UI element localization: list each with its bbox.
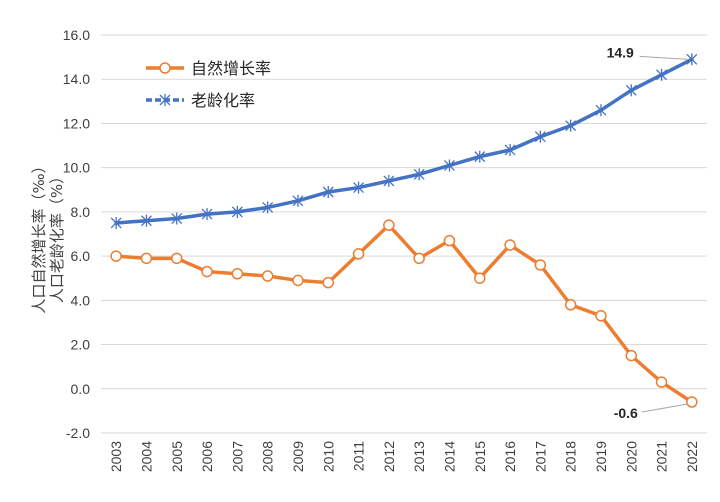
series-layer <box>110 53 698 408</box>
data-label: -0.6 <box>614 405 638 421</box>
x-tick-label: 2010 <box>320 441 336 472</box>
x-tick-label: 2006 <box>199 441 215 472</box>
data-point <box>686 396 698 408</box>
x-tick-label: 2012 <box>381 441 397 472</box>
x-tick-label: 2017 <box>532 441 548 472</box>
legend-label-natural-growth: 自然增长率 <box>191 59 271 78</box>
data-point <box>201 265 213 278</box>
series-line-1 <box>114 57 694 225</box>
y-tick-label: 2.0 <box>71 337 91 353</box>
x-tick-label: 2009 <box>290 441 306 472</box>
x-axis-ticks: 2003 2004 2005 2006 2007 2008 2009 2010 2011 2012… <box>108 441 700 472</box>
data-point <box>110 216 122 229</box>
data-point <box>322 276 334 289</box>
data-point <box>595 104 607 117</box>
data-label: 14.9 <box>607 44 634 60</box>
legend-item-natural-growth: 自然增长率 <box>146 59 271 78</box>
data-point <box>231 205 243 218</box>
data-point <box>383 174 395 187</box>
x-tick-label: 2018 <box>563 441 579 472</box>
y-tick-label: 8.0 <box>71 204 91 220</box>
data-point <box>292 274 304 287</box>
x-tick-label: 2003 <box>108 441 124 472</box>
data-point <box>655 376 668 388</box>
x-tick-label: 2007 <box>229 441 245 472</box>
data-point <box>413 168 425 181</box>
data-point <box>443 234 456 247</box>
data-point <box>504 239 516 251</box>
x-tick-label: 2004 <box>138 441 154 472</box>
data-point <box>140 252 153 265</box>
data-point <box>140 214 152 227</box>
y-tick-label: 14.0 <box>63 71 90 87</box>
legend: 自然增长率 老龄化率 <box>146 59 271 110</box>
y-tick-label: 0.0 <box>71 381 91 397</box>
x-tick-label: 2020 <box>623 441 639 472</box>
data-point <box>534 130 546 143</box>
data-point <box>201 208 213 221</box>
x-tick-label: 2015 <box>472 441 488 472</box>
y-tick-label: 16.0 <box>63 27 90 43</box>
y-axis-title: 人口自然增长率（‰） 人口老龄化率（%） <box>30 158 66 313</box>
data-point <box>686 53 698 66</box>
grid-lines <box>101 34 707 434</box>
y-axis-title-line2: 人口老龄化率（%） <box>48 169 66 303</box>
data-point <box>504 143 516 156</box>
x-tick-label: 2011 <box>351 441 367 471</box>
data-point <box>262 201 274 214</box>
annotation-leader <box>639 55 688 60</box>
y-axis-ticks: -2.0 0.0 2.0 4.0 6.0 8.0 10.0 12.0 14.0 16.0 <box>63 27 90 441</box>
data-point <box>656 68 668 81</box>
x-tick-label: 2014 <box>441 441 457 472</box>
legend-item-aging: 老龄化率 <box>146 91 255 110</box>
x-tick-label: 2022 <box>684 441 700 472</box>
y-tick-label: 12.0 <box>63 115 90 131</box>
data-point <box>292 194 304 207</box>
data-point <box>171 212 183 225</box>
x-tick-label: 2019 <box>593 441 609 472</box>
data-point <box>625 84 637 97</box>
data-point <box>110 250 122 262</box>
data-point <box>474 150 486 163</box>
data-point <box>383 219 395 231</box>
y-tick-label: -2.0 <box>66 425 90 441</box>
annotations: 14.9 -0.6 <box>607 44 688 421</box>
x-tick-label: 2021 <box>654 441 670 472</box>
data-point <box>353 181 365 194</box>
data-point <box>443 159 455 172</box>
data-point <box>413 252 425 265</box>
data-point <box>625 349 637 362</box>
y-tick-label: 10.0 <box>63 160 90 176</box>
data-point <box>564 299 577 311</box>
y-tick-label: 6.0 <box>71 248 91 264</box>
y-tick-label: 4.0 <box>71 292 91 308</box>
x-tick-label: 2013 <box>411 441 427 472</box>
data-point <box>352 248 365 260</box>
y-axis-title-line1: 人口自然增长率（‰） <box>30 158 48 313</box>
data-point <box>534 259 547 271</box>
x-tick-label: 2005 <box>169 441 185 472</box>
data-point <box>474 272 486 284</box>
data-point <box>565 119 577 132</box>
x-tick-label: 2016 <box>502 441 518 472</box>
annotation-leader <box>641 403 688 413</box>
x-tick-label: 2008 <box>260 441 276 472</box>
data-point <box>261 270 274 282</box>
data-point <box>171 252 183 265</box>
data-point <box>595 310 607 322</box>
data-point <box>322 185 334 198</box>
data-point <box>231 268 244 280</box>
legend-label-aging: 老龄化率 <box>191 91 255 110</box>
